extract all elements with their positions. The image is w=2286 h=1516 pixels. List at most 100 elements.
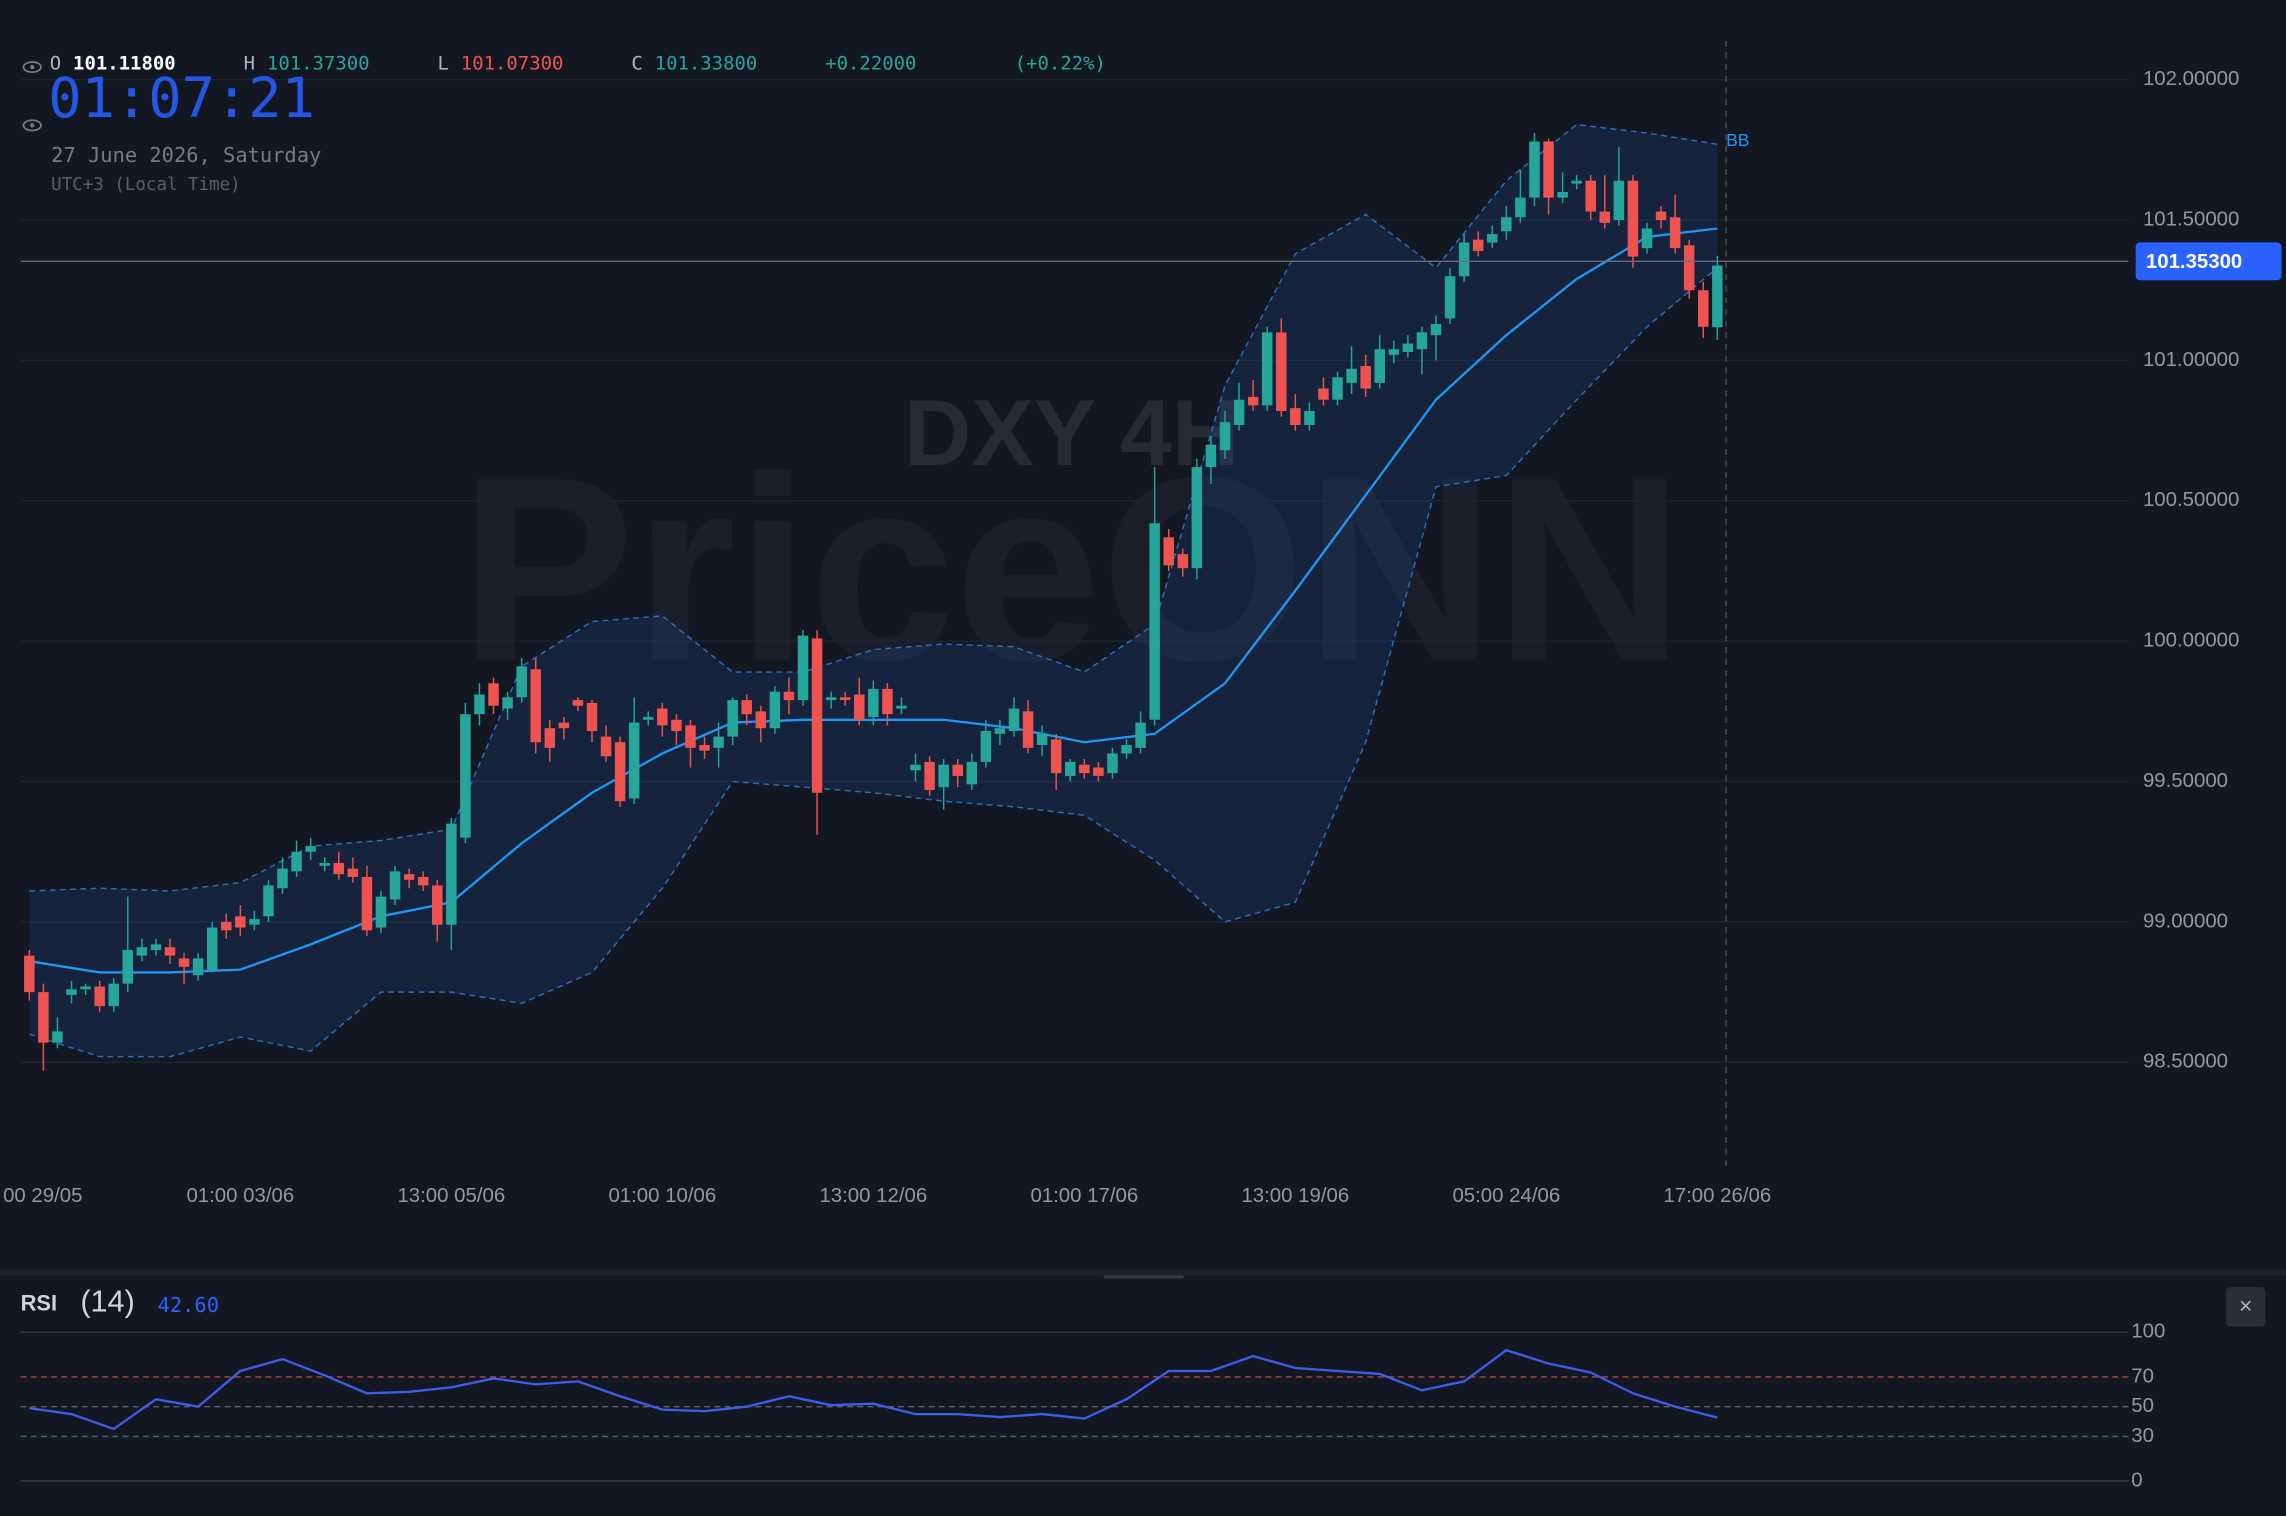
candle-body (614, 742, 626, 802)
candle-body (713, 736, 724, 748)
candle-body (277, 868, 288, 889)
candle-body (108, 983, 119, 1007)
candle-body (178, 958, 190, 967)
x-tick-label: 17:00 26/06 (1663, 1185, 1771, 1207)
close-button[interactable]: × (2226, 1287, 2266, 1327)
candle-body (952, 764, 963, 776)
candle-body (1149, 523, 1160, 720)
candle-body (1627, 180, 1639, 257)
legend-value: 101.07300 (461, 53, 564, 75)
candle-body (1261, 332, 1273, 406)
candle-body (474, 694, 485, 715)
candle-body (164, 947, 176, 956)
rsi-panel: RSI (14) 42.60 × (0, 1269, 2286, 1327)
candle-body (1613, 180, 1625, 221)
candle-body (235, 916, 246, 928)
candle-body (1641, 228, 1653, 249)
candle-body (122, 949, 134, 984)
rsi-tick-label: 50 (2131, 1395, 2154, 1417)
svg-text:×: × (2239, 1293, 2253, 1319)
candle-body (94, 986, 105, 1007)
legend-change-pct: (+0.22%) (1015, 53, 1106, 75)
legend-key: H (244, 53, 255, 75)
candle-body (1304, 410, 1315, 425)
candle-body (1219, 422, 1231, 451)
candle-body (839, 697, 851, 701)
candle-body (1472, 239, 1484, 251)
candle-body (375, 896, 387, 928)
price-tag (2135, 242, 2282, 281)
rsi-period: (14) (80, 1284, 134, 1318)
candle-body (1698, 290, 1709, 327)
candle-body (1430, 323, 1442, 336)
candle-body (994, 728, 1006, 734)
candle-body (868, 688, 879, 717)
candle-body (1388, 349, 1400, 355)
candle-body (769, 691, 781, 729)
candle-body (1163, 537, 1174, 566)
symbol-watermark: DXY 4H (904, 381, 1239, 485)
candle-body (291, 851, 302, 872)
candle-body (1683, 245, 1695, 291)
candle-body (685, 725, 696, 748)
candle-body (1276, 332, 1287, 411)
candle-body (1050, 739, 1062, 774)
y-tick-label: 102.00000 (2143, 68, 2239, 90)
candle-body (80, 986, 91, 990)
candle-body (811, 638, 823, 793)
candle-body (221, 921, 232, 931)
candle-body (1318, 388, 1329, 400)
candle-body (361, 876, 373, 931)
candle-body (1191, 467, 1203, 569)
candle-body (24, 955, 35, 993)
candle-body (825, 697, 837, 701)
candle-body (38, 992, 49, 1043)
candle-body (1290, 408, 1301, 425)
y-tick-label: 100.00000 (2143, 630, 2239, 652)
candle-body (1107, 753, 1118, 774)
candle-body (896, 705, 907, 709)
candle-body (797, 635, 809, 701)
candle-body (502, 697, 513, 709)
candle-body (52, 1031, 63, 1043)
candle-body (544, 728, 556, 748)
candle-body (1079, 764, 1090, 774)
candle-body (1669, 217, 1681, 249)
candle-body (671, 719, 682, 732)
candle-body (586, 702, 598, 732)
candle-body (882, 688, 893, 715)
candle-body (417, 876, 429, 886)
candle-body (1543, 141, 1554, 198)
candle-body (1022, 711, 1034, 748)
candle-body (1501, 217, 1512, 232)
candle-body (1444, 276, 1456, 319)
candle-body (446, 823, 457, 925)
candle-body (333, 862, 345, 875)
watermark: PriceONN DXY 4H (459, 381, 1684, 716)
candle-body (1557, 191, 1568, 198)
y-tick-label: 98.50000 (2143, 1051, 2228, 1073)
candle-body (1571, 180, 1582, 184)
rsi-line (29, 1348, 1718, 1431)
candle-body (628, 722, 640, 799)
candle-body (488, 683, 499, 706)
header: O 101.11800 H 101.37300 L 101.07300 C 10… (22, 53, 1106, 195)
band-label: BB (1726, 130, 1749, 150)
rsi-value: 42.60 (158, 1293, 219, 1317)
candle-body (206, 927, 218, 970)
clock: 01:07:21 (48, 67, 315, 131)
pane-handle (1103, 1275, 1184, 1279)
candle-body (980, 731, 992, 762)
legend-change: +0.22000 (825, 53, 916, 75)
candle-body (1655, 211, 1667, 221)
legend-value: 101.11800 (73, 53, 176, 75)
legend-value: 101.37300 (267, 53, 370, 75)
pane-separator (0, 1269, 2286, 1276)
band-fill (29, 124, 1718, 1057)
candle-body (741, 700, 752, 715)
candle-body (403, 874, 415, 880)
candle-body (1121, 745, 1132, 754)
y-tick-label: 99.00000 (2143, 910, 2228, 932)
legend-value: 101.33800 (655, 53, 758, 75)
